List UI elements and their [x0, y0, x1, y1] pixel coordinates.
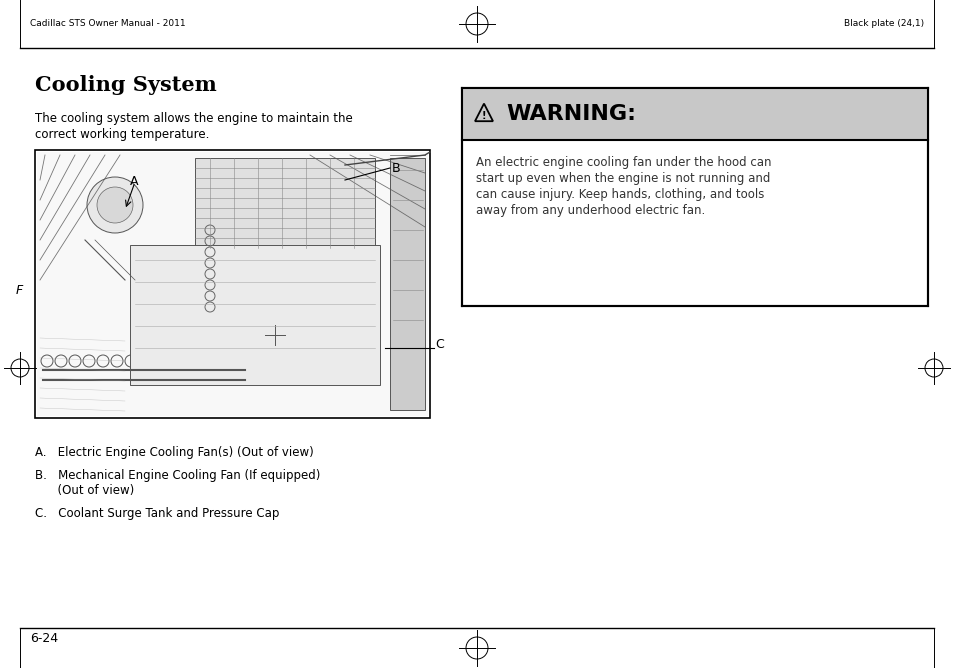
Bar	[461, 88, 927, 306]
Text: An electric engine cooling fan under the hood can: An electric engine cooling fan under the…	[476, 156, 771, 169]
Bar	[390, 158, 424, 410]
Text: B.   Mechanical Engine Cooling Fan (If equipped): B. Mechanical Engine Cooling Fan (If equ…	[35, 469, 320, 482]
Circle shape	[135, 310, 154, 330]
Text: start up even when the engine is not running and: start up even when the engine is not run…	[476, 172, 770, 185]
Text: 6-24: 6-24	[30, 631, 58, 645]
Text: C.   Coolant Surge Tank and Pressure Cap: C. Coolant Surge Tank and Pressure Cap	[35, 507, 279, 520]
Circle shape	[87, 177, 143, 233]
Circle shape	[97, 187, 132, 223]
Text: F: F	[16, 283, 23, 297]
Text: correct working temperature.: correct working temperature.	[35, 128, 209, 141]
Text: Cadillac STS Owner Manual - 2011: Cadillac STS Owner Manual - 2011	[30, 19, 186, 29]
Bar	[37, 152, 428, 416]
Text: A.   Electric Engine Cooling Fan(s) (Out of view): A. Electric Engine Cooling Fan(s) (Out o…	[35, 446, 314, 459]
Circle shape	[152, 286, 177, 310]
Bar	[194, 158, 375, 248]
Text: C: C	[435, 339, 443, 351]
Text: !: !	[481, 111, 486, 121]
Text: (Out of view): (Out of view)	[35, 484, 134, 497]
Text: away from any underhood electric fan.: away from any underhood electric fan.	[476, 204, 704, 217]
Text: can cause injury. Keep hands, clothing, and tools: can cause injury. Keep hands, clothing, …	[476, 188, 763, 201]
Bar	[35, 150, 430, 418]
Circle shape	[247, 307, 303, 363]
Text: A: A	[130, 175, 138, 188]
Bar	[461, 88, 927, 140]
Text: B: B	[392, 162, 400, 175]
Circle shape	[254, 315, 294, 355]
Circle shape	[182, 307, 198, 323]
Text: Cooling System: Cooling System	[35, 75, 216, 95]
Text: WARNING:: WARNING:	[505, 104, 636, 124]
Text: Black plate (24,1): Black plate (24,1)	[843, 19, 923, 29]
Text: The cooling system allows the engine to maintain the: The cooling system allows the engine to …	[35, 112, 353, 125]
Bar	[130, 245, 379, 385]
